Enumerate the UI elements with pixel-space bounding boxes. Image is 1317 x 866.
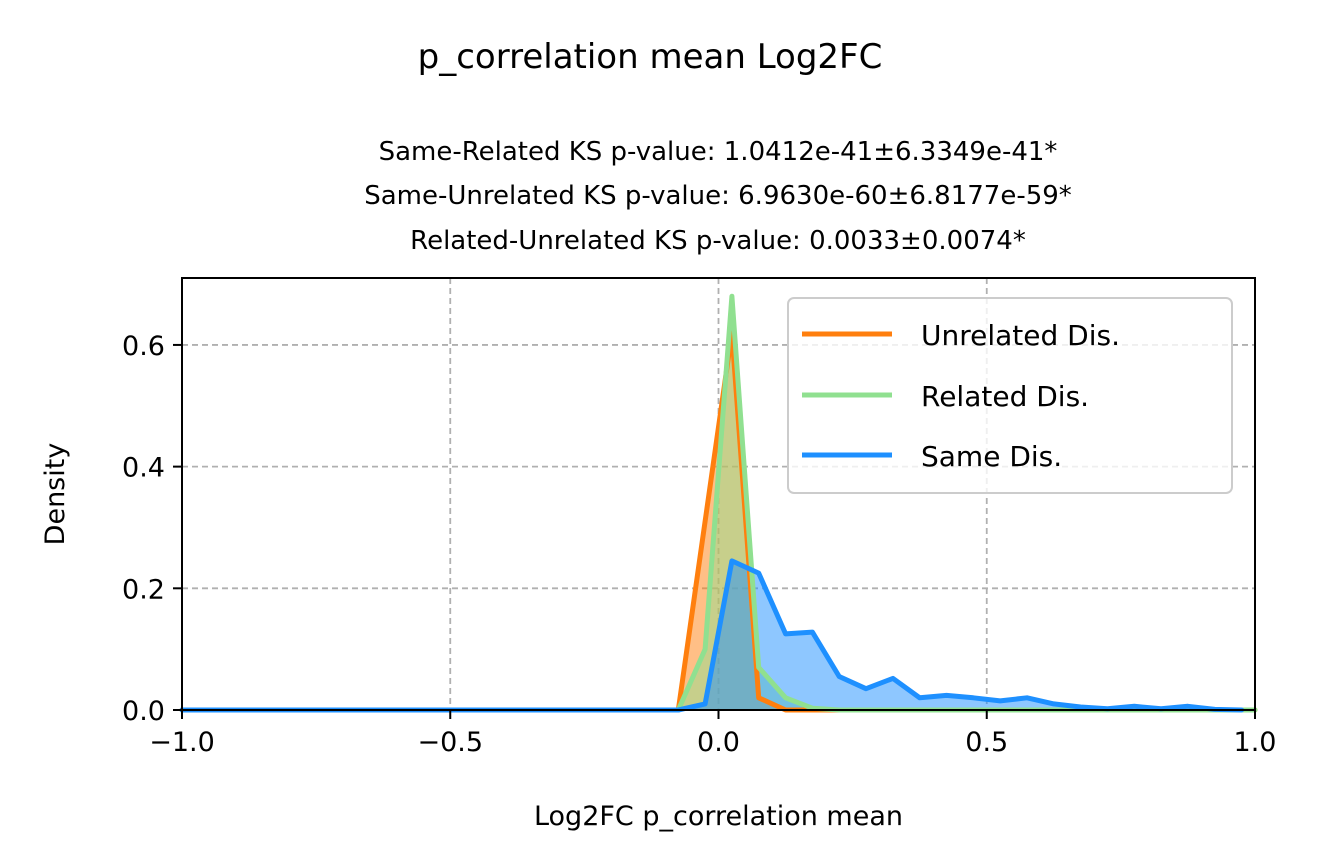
x-tick-label-4: 1.0 (1234, 727, 1277, 758)
x-tick-label-3: 0.5 (965, 727, 1008, 758)
chart-subtitle-line-1: Same-Related KS p-value: 1.0412e-41±6.33… (379, 137, 1058, 167)
axes-layer: −1.0 −0.5 0.0 0.5 1.0 0.0 0.2 0.4 0.6 Log2FC p_co… (40, 277, 1277, 832)
y-tick-label-1: 0.2 (122, 574, 165, 605)
legend-label-same: Same Dis. (921, 440, 1062, 473)
line-same-dis (179, 558, 1245, 713)
x-tick-label-1: −0.5 (417, 727, 483, 758)
legend-frame (787, 297, 1233, 494)
x-tick-label-0: −1.0 (149, 727, 215, 758)
x-tick-label-2: 0.0 (697, 727, 740, 758)
chart-subtitle-line-3: Related-Unrelated KS p-value: 0.0033±0.0… (410, 226, 1026, 256)
y-tick-label-0: 0.0 (122, 696, 165, 727)
y-tick-label-2: 0.4 (122, 453, 165, 484)
x-axis-label: Log2FC p_correlation mean (534, 801, 903, 832)
y-tick-label-3: 0.6 (122, 331, 165, 362)
legend: Unrelated Dis. Related Dis. Same Dis. (787, 297, 1233, 494)
legend-label-related: Related Dis. (921, 380, 1089, 413)
chart-subtitle-line-2: Same-Unrelated KS p-value: 6.9630e-60±6.… (364, 181, 1072, 211)
legend-label-unrelated: Unrelated Dis. (921, 319, 1120, 352)
y-axis-label: Density (40, 443, 71, 546)
chart-suptitle: p_correlation mean Log2FC (418, 37, 883, 77)
